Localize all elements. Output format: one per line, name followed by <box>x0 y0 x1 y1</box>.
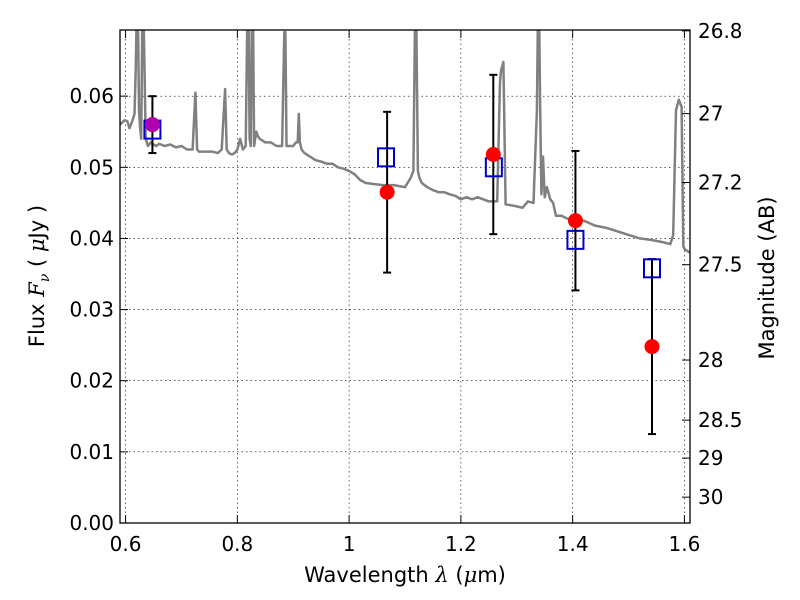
y-tick-label: 0.05 <box>69 155 114 179</box>
y-tick-label: 0.03 <box>69 298 114 322</box>
right-tick-label: 30 <box>698 485 723 509</box>
y-tick-label: 0.04 <box>69 226 114 250</box>
right-tick-label: 27.2 <box>698 171 743 195</box>
x-tick-label: 1.2 <box>445 532 477 556</box>
grid-lines <box>120 30 690 524</box>
right-tick-label: 28 <box>698 348 723 372</box>
model-photometry-square <box>566 229 585 250</box>
x-tick-label: 1.4 <box>557 532 589 556</box>
y-tick-label: 0.02 <box>69 369 114 393</box>
right-axis-label: Magnitude (AB) <box>755 196 779 359</box>
right-tick-label: 27.5 <box>698 253 743 277</box>
right-tick-label: 26.8 <box>698 19 743 43</box>
x-tick-label: 0.6 <box>110 532 142 556</box>
x-axis-label: Wavelength λ (μm) <box>304 563 506 587</box>
overlap-point <box>144 117 160 133</box>
right-axis-ticks: 26.8 27 27.2 27.5 28 28.5 29 30 <box>682 19 743 509</box>
observed-point <box>567 213 583 229</box>
plot-area <box>120 30 690 523</box>
y-axis-label: Flux Fν ( μJy ) <box>25 205 53 347</box>
data-markers <box>143 117 661 355</box>
right-tick-label: 28.5 <box>698 408 743 432</box>
x-tick-label: 0.8 <box>221 532 253 556</box>
model-photometry-square <box>377 147 395 168</box>
right-tick-label: 29 <box>698 446 723 470</box>
y-tick-label: 0.00 <box>69 511 114 535</box>
y-axis-ticks: 0.00 0.01 0.02 0.03 0.04 0.05 0.06 <box>69 84 128 535</box>
right-tick-label: 27 <box>698 102 723 126</box>
x-tick-label: 1 <box>343 532 356 556</box>
model-photometry-square <box>643 258 661 279</box>
y-tick-label: 0.01 <box>69 440 114 464</box>
x-tick-label: 1.6 <box>669 532 701 556</box>
observed-point <box>485 146 501 162</box>
spectrum-line <box>120 30 690 254</box>
x-axis-ticks: 0.6 0.8 1 1.2 1.4 1.6 <box>110 30 701 556</box>
observed-point <box>644 339 660 355</box>
y-tick-label: 0.06 <box>69 84 114 108</box>
observed-point <box>379 184 395 200</box>
model-spectrum-layer <box>120 30 690 254</box>
plot-frame <box>119 29 691 524</box>
